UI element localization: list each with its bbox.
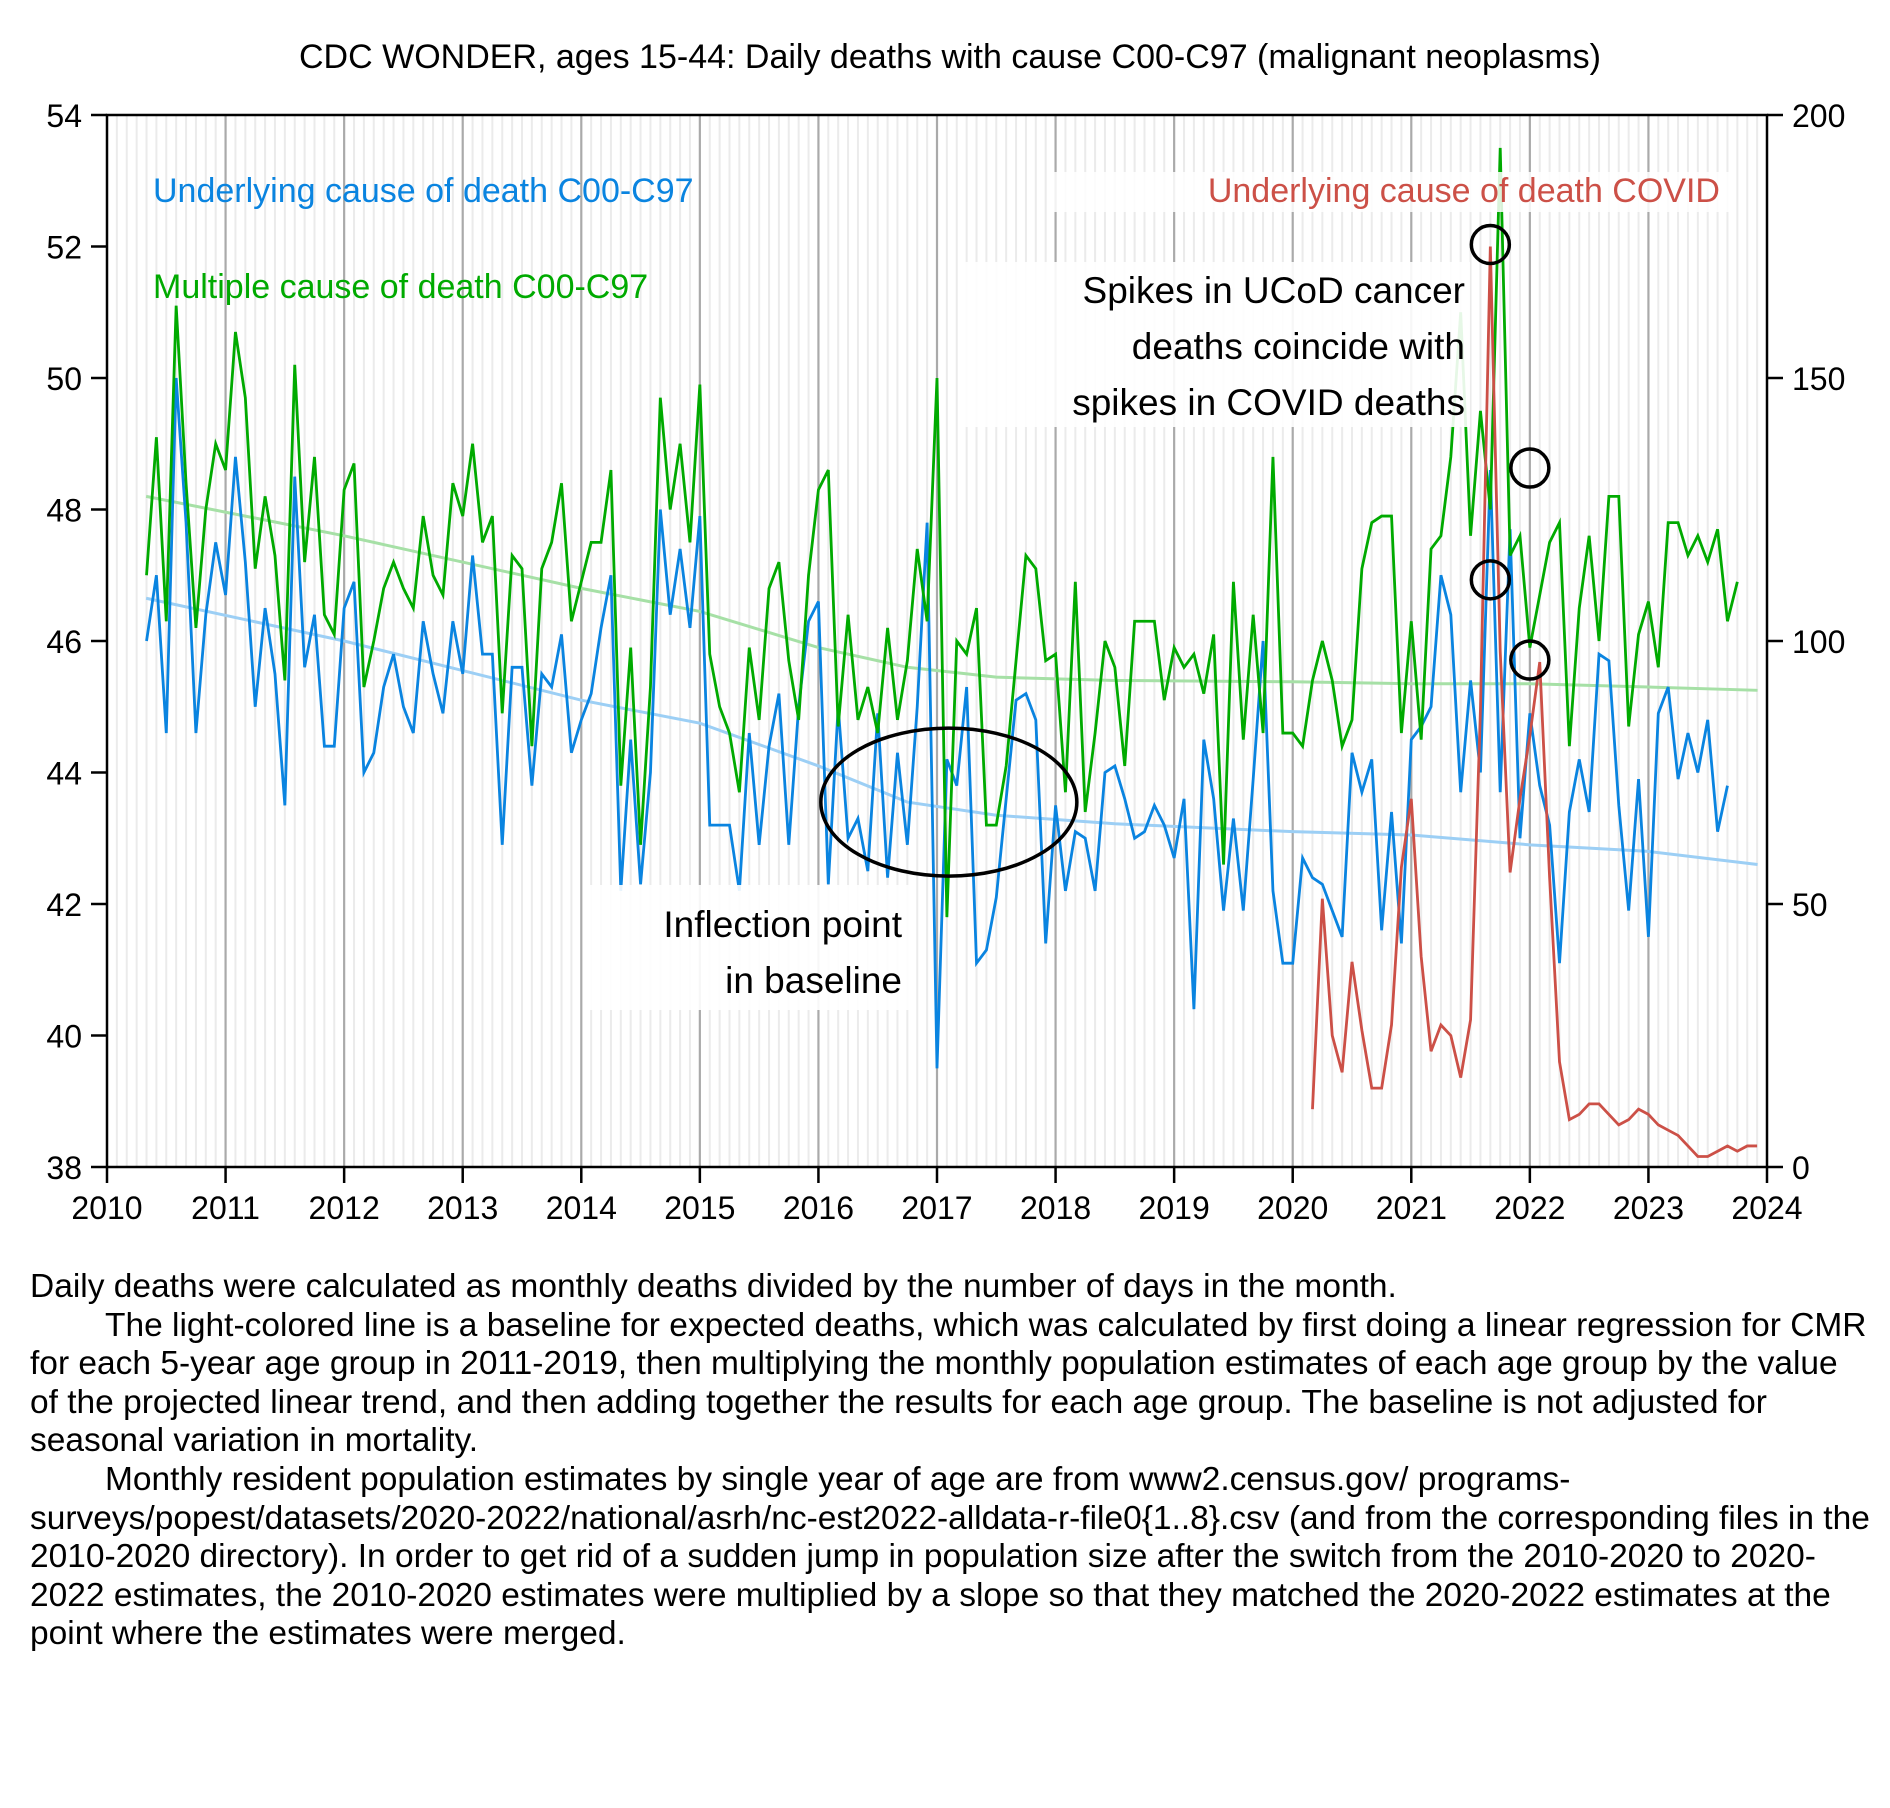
y-left-tick-label: 44 bbox=[46, 756, 82, 792]
x-tick-label: 2018 bbox=[1020, 1190, 1091, 1226]
annotation-ellipse bbox=[819, 726, 1079, 878]
chart-title: CDC WONDER, ages 15-44: Daily deaths wit… bbox=[299, 38, 1601, 76]
x-tick-label: 2020 bbox=[1257, 1190, 1328, 1226]
footnote-p1: Daily deaths were calculated as monthly … bbox=[30, 1268, 1397, 1305]
annotation-circle bbox=[1469, 559, 1512, 601]
y-left-tick-label: 50 bbox=[46, 361, 82, 397]
annotation-inflection-line1: Inflection point bbox=[663, 904, 902, 945]
y-right-tick-label: 0 bbox=[1792, 1150, 1810, 1186]
legend-ucod-covid: Underlying cause of death COVID bbox=[1208, 172, 1720, 210]
x-tick-label: 2013 bbox=[427, 1190, 498, 1226]
annotation-inflection-line2: in baseline bbox=[725, 960, 902, 1001]
annotation-spikes-line1: Spikes in UCoD cancer bbox=[1083, 270, 1465, 311]
y-left-tick-label: 54 bbox=[46, 98, 82, 134]
x-tick-label: 2015 bbox=[664, 1190, 735, 1226]
x-tick-label: 2011 bbox=[191, 1190, 260, 1226]
x-tick-label: 2023 bbox=[1613, 1190, 1684, 1226]
baselines bbox=[145, 494, 1758, 867]
y-left-tick-label: 46 bbox=[46, 624, 82, 660]
footnote: Daily deaths were calculated as monthly … bbox=[30, 1268, 1870, 1654]
x-tick-label: 2024 bbox=[1731, 1190, 1802, 1226]
legend-mcod-cancer: Multiple cause of death C00-C97 bbox=[153, 268, 648, 306]
x-tick-label: 2016 bbox=[783, 1190, 854, 1226]
legend-ucod-cancer: Underlying cause of death C00-C97 bbox=[153, 172, 694, 210]
x-tick-label: 2019 bbox=[1139, 1190, 1210, 1226]
y-left-tick-label: 42 bbox=[46, 887, 82, 923]
chart: CDC WONDER, ages 15-44: Daily deaths wit… bbox=[46, 38, 1845, 1226]
annotation-spikes-line3: spikes in COVID deaths bbox=[1072, 382, 1465, 423]
annotation-spikes-line2: deaths coincide with bbox=[1132, 326, 1465, 367]
x-tick-label: 2014 bbox=[546, 1190, 617, 1226]
x-tick-label: 2021 bbox=[1376, 1190, 1447, 1226]
x-tick-label: 2012 bbox=[309, 1190, 380, 1226]
series-lines bbox=[145, 147, 1758, 1158]
y-right-tick-label: 150 bbox=[1792, 361, 1845, 397]
footnote-p3: Monthly resident population estimates by… bbox=[30, 1460, 1870, 1653]
legend: Underlying cause of death C00-C97 Multip… bbox=[153, 172, 1730, 306]
y-right-tick-label: 50 bbox=[1792, 887, 1828, 923]
axes: 2010 2011 2012 2013 2014 2015 2016 2017 2018 2019… bbox=[46, 98, 1845, 1226]
y-left-tick-label: 40 bbox=[46, 1019, 82, 1055]
baseline-ucod-line bbox=[145, 596, 1758, 867]
baseline-mcod-line bbox=[145, 494, 1758, 692]
x-tick-label: 2022 bbox=[1494, 1190, 1565, 1226]
mcod-cancer-line bbox=[145, 147, 1739, 918]
ucod-cancer-line bbox=[145, 377, 1729, 1069]
y-left-tick-label: 48 bbox=[46, 493, 82, 529]
y-left-tick-label: 52 bbox=[46, 230, 82, 266]
footnote-p2: The light-colored line is a baseline for… bbox=[30, 1306, 1867, 1460]
x-tick-label: 2010 bbox=[71, 1190, 142, 1226]
annotations: Spikes in UCoD cancer deaths coincide wi… bbox=[590, 223, 1551, 1010]
y-left-tick-label: 38 bbox=[46, 1150, 82, 1186]
annotation-circle bbox=[1469, 223, 1512, 266]
annotation-circle bbox=[1509, 639, 1551, 681]
annotation-circle bbox=[1509, 447, 1551, 489]
y-right-tick-label: 200 bbox=[1792, 98, 1845, 134]
ucod-covid-line bbox=[1311, 246, 1758, 1158]
y-right-tick-label: 100 bbox=[1792, 624, 1845, 660]
x-tick-label: 2017 bbox=[901, 1190, 972, 1226]
